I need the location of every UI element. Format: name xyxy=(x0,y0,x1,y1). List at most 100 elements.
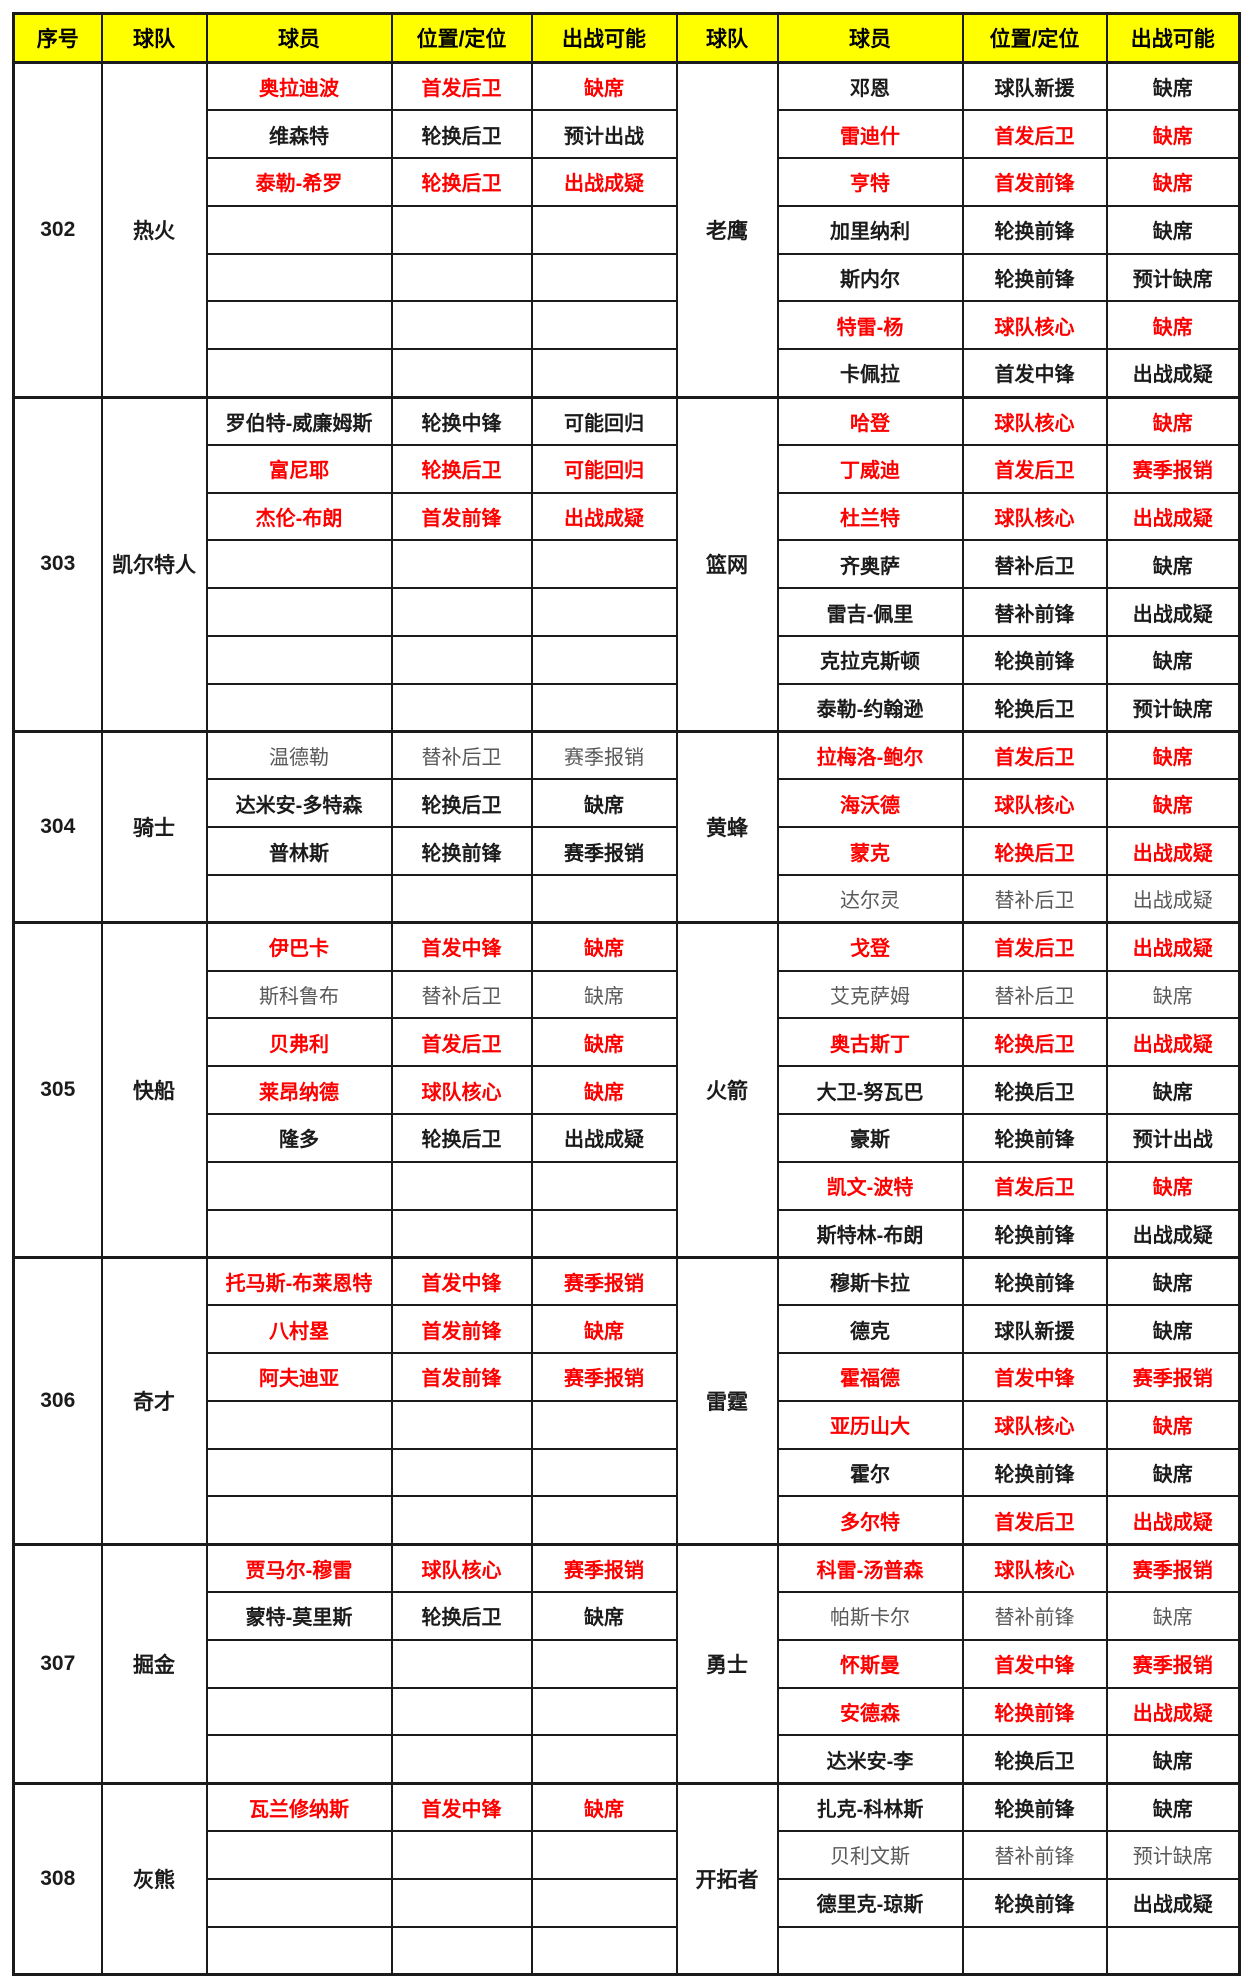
player-row: 达米安-多特森 轮换后卫 缺席 海沃德 球队核心 缺席 xyxy=(14,778,1241,829)
player-name-cell: 富尼耶 xyxy=(205,443,393,494)
player-name-cell xyxy=(205,204,393,255)
position-cell xyxy=(390,1447,533,1498)
player-name-cell xyxy=(205,1208,393,1259)
player-name-cell xyxy=(205,587,393,638)
availability-cell: 出战成疑 xyxy=(1105,587,1241,638)
player-row: 307 掘金 贾马尔-穆雷 球队核心 赛季报销 勇士 科雷-汤普森 球队核心 赛季报销 xyxy=(12,1542,1241,1785)
team-name-cell-left: 凯尔特人 xyxy=(100,395,208,733)
availability-cell xyxy=(530,874,678,924)
position-cell: 轮换后卫 xyxy=(390,1113,533,1163)
player-row: 亚历山大 球队核心 缺席 xyxy=(14,1399,1241,1450)
player-name-cell: 维森特 xyxy=(205,109,393,160)
position-cell: 轮换前锋 xyxy=(961,1781,1108,1832)
team-name-cell-left: 快船 xyxy=(100,921,208,1259)
player-name-cell: 罗伯特-威廉姆斯 xyxy=(205,395,393,446)
block-number-cell: 306 xyxy=(12,1255,103,1546)
position-cell: 轮换前锋 xyxy=(961,1686,1108,1737)
player-name-cell: 雷迪什 xyxy=(776,109,964,160)
availability-cell: 缺席 xyxy=(1105,1591,1241,1641)
availability-cell: 缺席 xyxy=(530,969,678,1020)
position-cell: 轮换前锋 xyxy=(961,1255,1108,1307)
player-row: 雷吉-佩里 替补前锋 出战成疑 xyxy=(14,587,1241,638)
player-name-cell: 蒙特-莫里斯 xyxy=(205,1591,393,1641)
position-cell: 球队核心 xyxy=(961,1399,1108,1450)
availability-cell xyxy=(530,1495,678,1546)
availability-cell: 缺席 xyxy=(530,778,678,829)
position-cell: 轮换前锋 xyxy=(961,252,1108,303)
player-row: 多尔特 首发后卫 出战成疑 xyxy=(14,1495,1241,1546)
player-row: 德里克-琼斯 轮换前锋 出战成疑 xyxy=(14,1877,1241,1928)
position-cell: 首发后卫 xyxy=(961,730,1108,781)
player-row: 303 凯尔特人 罗伯特-威廉姆斯 轮换中锋 可能回归 篮网 哈登 球队核心 缺席 xyxy=(12,395,1241,733)
position-cell xyxy=(390,1399,533,1450)
player-row: 蒙特-莫里斯 轮换后卫 缺席 帕斯卡尔 替补前锋 缺席 xyxy=(14,1591,1241,1641)
availability-cell: 缺席 xyxy=(530,1065,678,1116)
position-cell xyxy=(390,300,533,351)
player-name-cell: 邓恩 xyxy=(776,61,964,112)
player-row: 杰伦-布朗 首发前锋 出战成疑 杜兰特 球队核心 出战成疑 xyxy=(14,491,1241,542)
position-cell: 首发中锋 xyxy=(961,348,1108,399)
position-cell: 轮换后卫 xyxy=(961,682,1108,733)
column-header-position-right: 位置/定位 xyxy=(961,12,1108,64)
availability-cell xyxy=(530,1877,678,1928)
player-name-cell: 科雷-汤普森 xyxy=(776,1542,964,1593)
player-row xyxy=(14,1925,1241,1976)
player-row: 306 奇才 托马斯-布莱恩特 首发中锋 赛季报销 雷霆 穆斯卡拉 轮换前锋 缺席 xyxy=(12,1255,1241,1546)
position-cell: 球队新援 xyxy=(961,1304,1108,1355)
player-row: 卡佩拉 首发中锋 出战成疑 xyxy=(14,348,1241,399)
availability-cell: 出战成疑 xyxy=(530,491,678,542)
player-name-cell: 贝弗利 xyxy=(205,1017,393,1068)
availability-cell: 出战成疑 xyxy=(530,157,678,207)
availability-cell: 出战成疑 xyxy=(1105,348,1241,399)
block-number-cell: 303 xyxy=(12,395,103,733)
team-name-cell-right: 老鹰 xyxy=(675,61,779,399)
player-name-cell: 贾马尔-穆雷 xyxy=(205,1542,393,1593)
availability-cell xyxy=(530,348,678,399)
player-name-cell: 克拉克斯顿 xyxy=(776,635,964,685)
availability-cell xyxy=(530,1208,678,1259)
availability-cell: 出战成疑 xyxy=(1105,1208,1241,1259)
availability-cell xyxy=(530,1160,678,1211)
player-name-cell: 杰伦-布朗 xyxy=(205,491,393,542)
player-name-cell: 贝利文斯 xyxy=(776,1829,964,1880)
team-name-cell-right: 火箭 xyxy=(675,921,779,1259)
player-row: 怀斯曼 首发中锋 赛季报销 xyxy=(14,1638,1241,1689)
player-name-cell: 泰勒-约翰逊 xyxy=(776,682,964,733)
position-cell: 首发中锋 xyxy=(961,1638,1108,1689)
column-header-position-left: 位置/定位 xyxy=(390,12,533,64)
availability-cell: 出战成疑 xyxy=(1105,874,1241,924)
availability-cell: 缺席 xyxy=(1105,1304,1241,1355)
block-number-cell: 304 xyxy=(12,730,103,924)
availability-cell: 缺席 xyxy=(530,1017,678,1068)
position-cell xyxy=(390,1686,533,1737)
column-header-index: 序号 xyxy=(12,12,103,64)
player-name-cell: 温德勒 xyxy=(205,730,393,781)
player-name-cell: 普林斯 xyxy=(205,826,393,877)
player-name-cell: 凯文-波特 xyxy=(776,1160,964,1211)
availability-cell: 缺席 xyxy=(1105,1255,1241,1307)
position-cell xyxy=(390,682,533,733)
availability-cell: 出战成疑 xyxy=(1105,921,1241,972)
player-name-cell xyxy=(205,1829,393,1880)
availability-cell: 缺席 xyxy=(530,921,678,972)
player-name-cell: 雷吉-佩里 xyxy=(776,587,964,638)
player-name-cell: 大卫-努瓦巴 xyxy=(776,1065,964,1116)
position-cell: 替补后卫 xyxy=(390,730,533,781)
availability-cell: 缺席 xyxy=(530,1781,678,1832)
player-name-cell: 豪斯 xyxy=(776,1113,964,1163)
player-name-cell xyxy=(205,1160,393,1211)
position-cell: 轮换后卫 xyxy=(390,443,533,494)
player-row: 斯科鲁布 替补后卫 缺席 艾克萨姆 替补后卫 缺席 xyxy=(14,969,1241,1020)
player-row: 泰勒-约翰逊 轮换后卫 预计缺席 xyxy=(14,682,1241,733)
player-row: 维森特 轮换后卫 预计出战 雷迪什 首发后卫 缺席 xyxy=(14,109,1241,160)
team-name-cell-right: 开拓者 xyxy=(675,1781,779,1976)
player-row: 304 骑士 温德勒 替补后卫 赛季报销 黄蜂 拉梅洛-鲍尔 首发后卫 缺席 xyxy=(12,730,1241,924)
availability-cell: 缺席 xyxy=(530,1304,678,1355)
position-cell: 轮换后卫 xyxy=(961,826,1108,877)
availability-cell: 缺席 xyxy=(1105,1399,1241,1450)
availability-cell: 出战成疑 xyxy=(1105,1017,1241,1068)
player-row: 富尼耶 轮换后卫 可能回归 丁威迪 首发后卫 赛季报销 xyxy=(14,443,1241,494)
position-cell: 首发后卫 xyxy=(961,109,1108,160)
player-name-cell: 八村塁 xyxy=(205,1304,393,1355)
availability-cell xyxy=(530,300,678,351)
